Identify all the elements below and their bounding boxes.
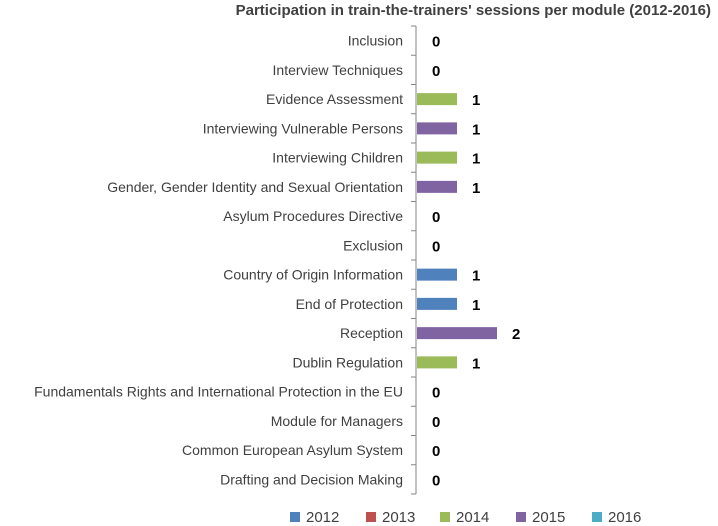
category-label: Reception xyxy=(340,325,403,341)
data-labels: 0 0 1 1 1 1 0 0 1 1 2 1 0 0 0 0 xyxy=(432,34,520,490)
legend-label: 2012 xyxy=(306,509,339,526)
data-label: 0 xyxy=(432,63,440,80)
data-label: 0 xyxy=(432,443,440,460)
category-label: Inclusion xyxy=(348,33,403,49)
bar xyxy=(417,356,457,369)
data-label: 0 xyxy=(432,238,440,255)
data-label: 0 xyxy=(432,209,440,226)
category-label: Module for Managers xyxy=(271,413,403,429)
bar xyxy=(417,93,457,106)
category-label: Country of Origin Information xyxy=(223,267,403,283)
bar xyxy=(417,297,457,310)
data-label: 1 xyxy=(472,355,480,372)
legend-label: 2014 xyxy=(456,509,489,526)
bar xyxy=(417,268,457,281)
category-label: Interview Techniques xyxy=(273,62,403,78)
category-label: Interviewing Vulnerable Persons xyxy=(203,120,403,136)
bar xyxy=(417,327,497,340)
data-label: 1 xyxy=(472,297,480,314)
category-label: Evidence Assessment xyxy=(266,91,403,107)
legend-swatch xyxy=(592,512,602,522)
bar xyxy=(417,151,457,164)
data-label: 1 xyxy=(472,92,480,109)
category-label: Interviewing Children xyxy=(272,150,403,166)
data-label: 0 xyxy=(432,385,440,402)
category-label: Fundamentals Rights and International Pr… xyxy=(34,384,403,400)
category-label: Gender, Gender Identity and Sexual Orien… xyxy=(107,179,403,195)
data-label: 1 xyxy=(472,180,480,197)
legend-label: 2015 xyxy=(532,509,565,526)
category-label: Dublin Regulation xyxy=(292,354,403,370)
category-label: Common European Asylum System xyxy=(182,442,403,458)
category-label: End of Protection xyxy=(296,296,403,312)
data-label: 0 xyxy=(432,414,440,431)
legend-swatch xyxy=(440,512,450,522)
data-label: 1 xyxy=(472,268,480,285)
category-label: Exclusion xyxy=(343,237,403,253)
category-label: Drafting and Decision Making xyxy=(220,471,403,487)
legend-swatch xyxy=(290,512,300,522)
bar-series xyxy=(417,93,497,369)
bar xyxy=(417,122,457,135)
legend: 2012 2013 2014 2015 2016 xyxy=(290,509,641,526)
legend-label: 2013 xyxy=(382,509,415,526)
data-label: 2 xyxy=(512,326,520,343)
legend-label: 2016 xyxy=(608,509,641,526)
bar xyxy=(417,180,457,193)
data-label: 1 xyxy=(472,151,480,168)
category-label: Asylum Procedures Directive xyxy=(223,208,403,224)
data-label: 0 xyxy=(432,472,440,489)
category-axis: Inclusion Interview Techniques Evidence As… xyxy=(34,25,416,495)
data-label: 0 xyxy=(432,34,440,51)
legend-swatch xyxy=(516,512,526,522)
data-label: 1 xyxy=(472,121,480,138)
legend-swatch xyxy=(366,512,376,522)
chart-title: Participation in train-the-trainers' ses… xyxy=(236,2,711,19)
